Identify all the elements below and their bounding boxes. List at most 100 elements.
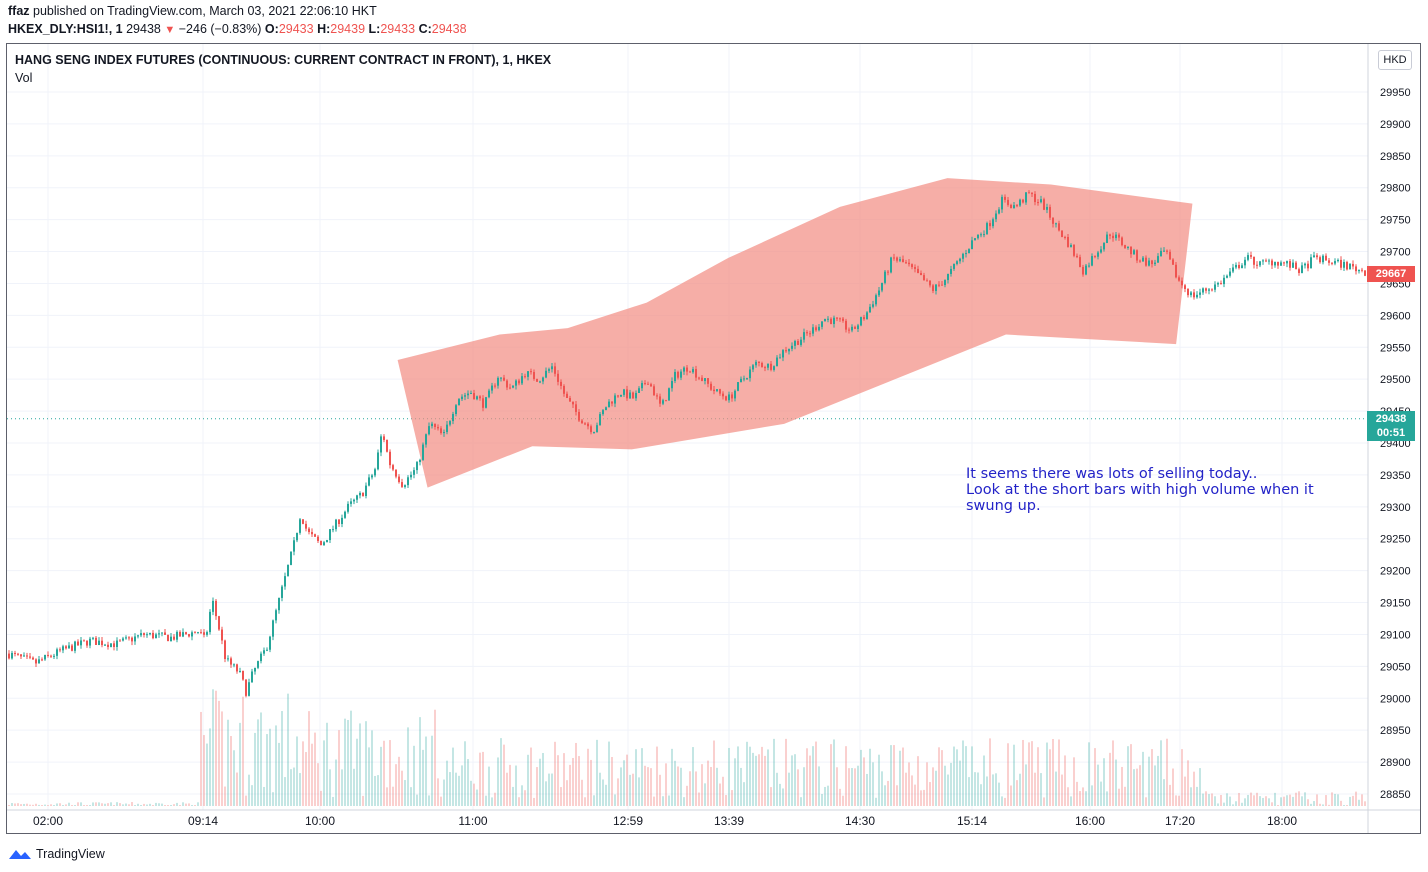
volume-bar (449, 772, 451, 806)
volume-bar (1319, 803, 1321, 806)
volume-bar (836, 767, 838, 806)
volume-bar (854, 768, 856, 806)
candle-body (635, 392, 637, 399)
volume-bar (944, 765, 946, 806)
candle-body (1064, 236, 1066, 238)
candle-body (1298, 269, 1300, 273)
candle-body (152, 632, 154, 639)
candle-body (443, 432, 445, 434)
volume-bar (830, 744, 832, 806)
volume-bar (341, 769, 343, 806)
candle-body (1022, 199, 1024, 203)
volume-bar (272, 792, 274, 806)
footer-brand[interactable]: TradingView (8, 846, 105, 862)
volume-bar (545, 781, 547, 806)
volume-bar (1220, 794, 1222, 806)
candle-body (923, 275, 925, 281)
candle-body (674, 371, 676, 382)
volume-bar (941, 750, 943, 806)
candle-body (377, 452, 379, 470)
volume-bar (539, 758, 541, 806)
volume-bar (113, 805, 115, 806)
volume-bar (767, 749, 769, 806)
volume-bar (1271, 802, 1273, 806)
volume-bar (659, 774, 661, 806)
candle-body (239, 670, 241, 672)
currency-button[interactable]: HKD (1378, 50, 1412, 70)
candle-body (1226, 275, 1228, 278)
volume-bar (95, 802, 97, 806)
volume-bar (293, 767, 295, 806)
volume-bar (1193, 771, 1195, 806)
volume-bar (656, 746, 658, 806)
candle-body (11, 652, 13, 659)
candle-body (797, 341, 799, 345)
candle-body (1142, 257, 1144, 262)
volume-bar (329, 769, 331, 806)
volume-bar (578, 756, 580, 806)
volume-bar (878, 754, 880, 806)
volume-bar (932, 767, 934, 806)
volume-bar (755, 755, 757, 806)
volume-bar (911, 775, 913, 806)
volume-bar (1253, 795, 1255, 806)
candle-body (1319, 257, 1321, 263)
candle-body (113, 643, 115, 647)
candle-body (23, 655, 25, 657)
upper-price-tag: 29667 (1367, 266, 1415, 282)
volume-bar (53, 805, 55, 806)
candle-body (497, 377, 499, 386)
candle-body (1169, 251, 1171, 260)
candle-body (293, 540, 295, 552)
candle-body (317, 536, 319, 541)
volume-bar (881, 771, 883, 806)
volume-bar (1127, 746, 1129, 806)
volume-bar (1043, 797, 1045, 806)
candle-body (515, 380, 517, 386)
candle-body (1289, 261, 1291, 268)
candle-body (236, 664, 238, 672)
candle-body (527, 371, 529, 377)
volume-bar (815, 741, 817, 806)
candle-body (1100, 249, 1102, 253)
volume-bar (800, 797, 802, 806)
volume-bar (599, 772, 601, 806)
volume-bar (170, 805, 172, 806)
volume-bar (134, 805, 136, 806)
volume-bar (710, 766, 712, 806)
candle-body (206, 632, 208, 635)
candle-body (650, 384, 652, 387)
candle-body (1193, 292, 1195, 298)
candle-body (44, 654, 46, 660)
candle-body (368, 477, 370, 486)
volume-bar (1019, 773, 1021, 806)
candle-body (662, 400, 664, 404)
candle-body (1115, 234, 1117, 239)
volume-bar (299, 773, 301, 806)
volume-bar (737, 746, 739, 806)
volume-bar (908, 762, 910, 806)
candle-body (311, 532, 313, 535)
volume-bar (647, 767, 649, 806)
price-tick-label: 29000 (1380, 693, 1411, 705)
candle-body (362, 492, 364, 497)
candle-body (278, 597, 280, 611)
candle-body (962, 253, 964, 259)
volume-bar (17, 803, 19, 806)
volume-bar (788, 772, 790, 806)
volume-bar (1124, 786, 1126, 806)
candle-body (1205, 288, 1207, 291)
volume-bar (107, 803, 109, 806)
volume-bar (122, 804, 124, 806)
candle-body (482, 398, 484, 408)
candle-body (389, 451, 391, 466)
candle-body (1346, 261, 1348, 270)
candle-body (128, 637, 130, 639)
candle-body (602, 410, 604, 415)
volume-bar (1058, 739, 1060, 806)
volume-bar (713, 740, 715, 806)
volume-bar (1298, 791, 1300, 806)
volume-bar (38, 804, 40, 806)
volume-bar (140, 805, 142, 806)
